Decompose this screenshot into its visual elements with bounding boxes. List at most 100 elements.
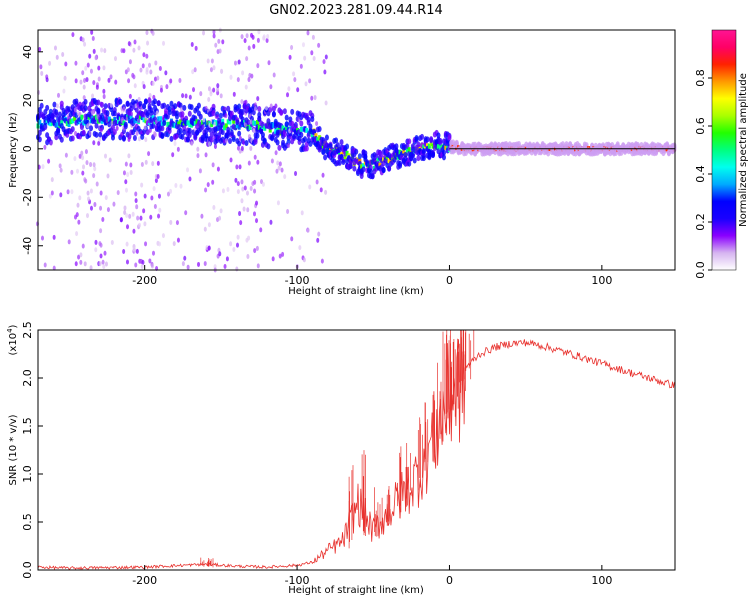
spectrogram-cell xyxy=(431,152,436,159)
spectrogram-cell xyxy=(420,133,425,140)
spectrogram-noise xyxy=(99,127,103,133)
spectrogram-cell xyxy=(290,108,295,115)
spectrogram-noise xyxy=(322,59,326,65)
spectrogram-noise xyxy=(210,58,214,64)
figure-title: GN02.2023.281.09.44.R14 xyxy=(269,3,443,18)
spectrogram-noise xyxy=(240,99,244,105)
spectrogram-cell xyxy=(186,120,190,126)
spectrogram-noise xyxy=(122,249,126,255)
spectrogram-noise xyxy=(57,92,61,98)
spectrogram-noise xyxy=(253,188,257,194)
spectrogram-noise xyxy=(211,162,215,168)
spectrogram-noise xyxy=(129,111,133,117)
spectrogram-noise xyxy=(91,35,95,41)
spectrogram-noise xyxy=(80,150,84,156)
spectrogram-noise xyxy=(207,97,211,103)
spectrogram-noise xyxy=(218,251,222,257)
spectrogram-noise xyxy=(214,42,218,48)
spectrogram-noise xyxy=(178,78,182,84)
spectrogram-noise xyxy=(276,160,280,166)
spectrogram-noise xyxy=(264,105,268,111)
spectrogram-cell xyxy=(255,132,260,139)
spectrogram-noise xyxy=(181,261,185,267)
y-tick-label: 20 xyxy=(21,93,34,107)
spectrogram-noise xyxy=(138,222,142,228)
y-tick-label: 0.5 xyxy=(21,513,34,531)
spectrogram-noise xyxy=(234,177,238,183)
spectrogram-noise xyxy=(143,125,147,131)
spectrogram-noise xyxy=(212,87,216,93)
spectrogram-noise xyxy=(300,210,304,216)
spectrogram-noise xyxy=(249,119,253,125)
spectrogram-noise xyxy=(135,204,139,210)
spectrogram-noise xyxy=(169,219,173,225)
spectrogram-cell xyxy=(429,136,434,143)
spectrogram-cell xyxy=(282,108,287,115)
spectrogram-noise xyxy=(110,120,114,126)
spectrogram-cell xyxy=(266,118,271,125)
spectrogram-cell xyxy=(195,119,199,125)
spectrogram-cell xyxy=(103,103,108,110)
spectrogram-noise xyxy=(102,94,106,100)
spectrogram-cell xyxy=(422,144,426,150)
spectrogram-noise xyxy=(204,152,208,158)
spectrogram-noise xyxy=(134,262,138,268)
spectrogram-noise xyxy=(142,208,146,214)
y-tick-label: 0 xyxy=(21,145,34,152)
spectrogram-cell xyxy=(80,114,84,120)
spectrogram-noise xyxy=(235,266,239,272)
spectrogram-x-axis-label: Height of straight line (km) xyxy=(288,286,424,297)
spectrogram-cell xyxy=(112,110,117,117)
spectrogram-cell xyxy=(441,154,446,161)
spectrogram-noise xyxy=(198,168,202,174)
spectrogram-noise xyxy=(213,121,217,127)
spectrogram-cell xyxy=(348,162,353,169)
spectrogram-noise xyxy=(181,93,185,99)
spectrogram-noise xyxy=(286,209,290,215)
spectrogram-cell xyxy=(260,131,265,138)
spectrogram-noise xyxy=(247,160,251,166)
spectrogram-noise xyxy=(134,191,138,197)
spectrogram-cell xyxy=(110,124,115,131)
spectrogram-noise xyxy=(154,178,158,184)
spectrogram-noise xyxy=(139,215,143,221)
spectrogram-noise xyxy=(132,47,136,53)
spectrogram-noise xyxy=(99,253,103,259)
spectrogram-cell xyxy=(246,119,251,126)
spectrogram-noise xyxy=(86,123,90,129)
spectrogram-noise xyxy=(83,78,87,84)
spectrogram-noise xyxy=(124,179,128,185)
spectrogram-noise xyxy=(63,75,67,81)
spectrogram-cell xyxy=(45,104,50,111)
spectrogram-cell xyxy=(231,136,236,143)
spectrogram-noise xyxy=(64,152,68,158)
spectrogram-noise xyxy=(48,193,52,199)
snr-series-line xyxy=(37,329,675,571)
spectrogram-cell xyxy=(436,132,441,139)
spectrogram-noise xyxy=(269,103,273,109)
spectrogram-noise xyxy=(151,80,155,86)
spectrogram-cell xyxy=(127,118,131,124)
spectrogram-cell xyxy=(187,110,192,117)
spectrogram-noise xyxy=(166,191,170,197)
spectrogram-noise xyxy=(154,60,158,66)
spectrogram-noise xyxy=(266,33,270,39)
spectrogram-cell xyxy=(143,98,148,105)
spectrogram-noise xyxy=(97,140,101,146)
spectrogram-noise xyxy=(103,48,107,54)
spectrogram-noise xyxy=(155,110,159,116)
spectrogram-noise xyxy=(238,211,242,217)
spectrogram-cell xyxy=(398,149,402,155)
spectrogram-noise xyxy=(53,45,57,51)
spectrogram-noise xyxy=(219,93,223,99)
spectrogram-cell xyxy=(414,135,419,142)
spectrogram-cell xyxy=(129,105,134,112)
spectrogram-noise xyxy=(153,76,157,82)
spectrogram-noise xyxy=(319,187,323,193)
spectrogram-noise xyxy=(142,84,146,90)
spectrogram-cell xyxy=(142,117,146,123)
colorbar-tick-label: 0.8 xyxy=(694,69,707,87)
spectrogram-cell xyxy=(403,151,408,158)
spectrogram-noise xyxy=(145,53,149,59)
spectrogram-noise xyxy=(103,250,107,256)
